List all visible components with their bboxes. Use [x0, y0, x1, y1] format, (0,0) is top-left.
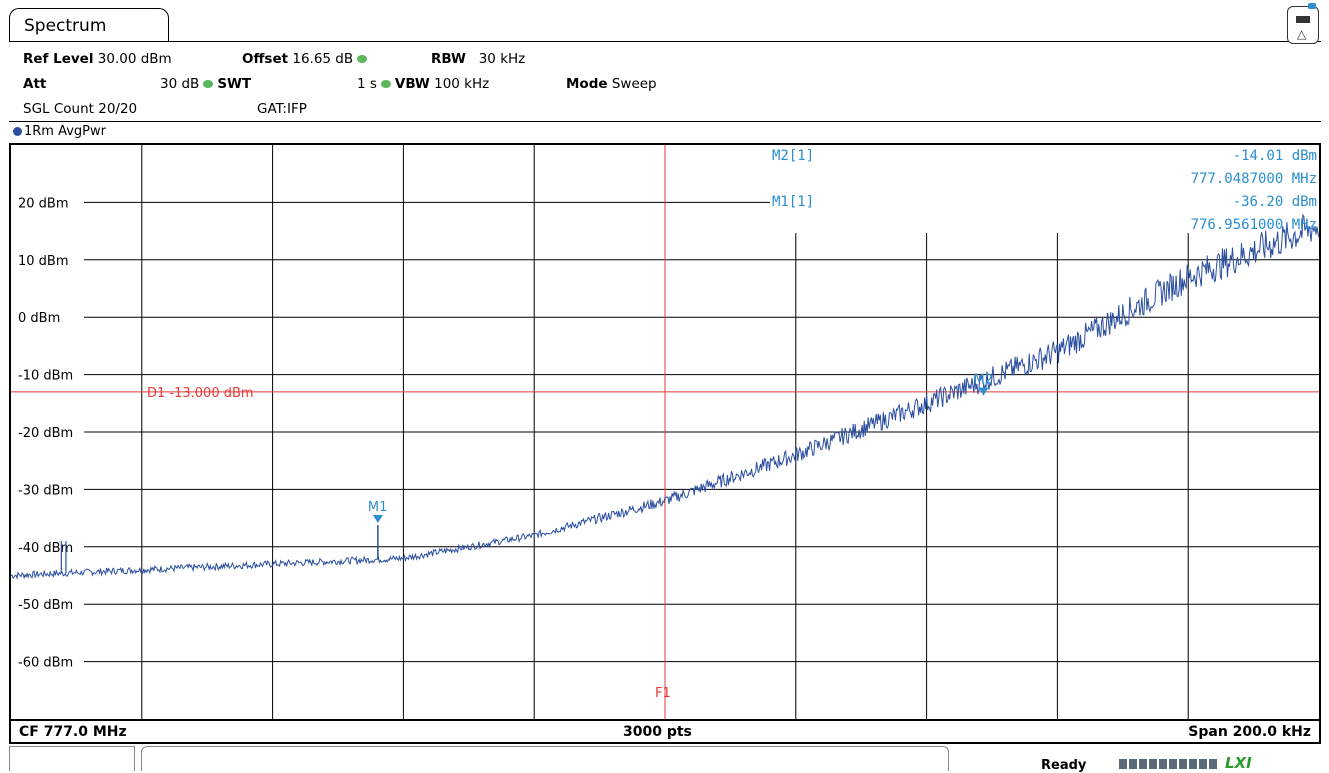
- y-tick-label: -10 dBm: [18, 369, 73, 384]
- y-tick-label: 20 dBm: [18, 196, 69, 211]
- mode-setting: Mode Sweep: [566, 76, 657, 92]
- tab-divider: [9, 41, 1321, 42]
- y-axis-ticks: 20 dBm 10 dBm 0 dBm -10 dBm -20 dBm -30 dBm -4…: [18, 196, 73, 670]
- battery-icon: [1296, 16, 1310, 23]
- m2-label: M2[1]: [772, 148, 814, 164]
- m2-tag: M2: [973, 373, 993, 388]
- triangle-icon: △: [1297, 27, 1307, 41]
- y-tick-label: 0 dBm: [18, 311, 60, 326]
- sgl-count: SGL Count 20/20: [23, 101, 138, 117]
- swt-value: 1 s VBW 100 kHz: [357, 76, 490, 92]
- status-field-1[interactable]: [9, 746, 135, 771]
- m2-frequency: 777.0487000 MHz: [1191, 171, 1317, 187]
- grid: [84, 145, 1319, 719]
- status-message-field[interactable]: [141, 746, 949, 771]
- m2-level: -14.01 dBm: [1233, 148, 1317, 164]
- m1-tag: M1: [368, 500, 388, 515]
- trace-label: 1Rm AvgPwr: [9, 121, 1321, 143]
- gate-status: GAT:IFP: [257, 101, 307, 117]
- m1-marker-icon[interactable]: [372, 514, 383, 523]
- rbw-setting: RBW 30 kHz: [431, 51, 526, 67]
- plot-footer: CF 777.0 MHz 3000 pts Span 200.0 kHz: [9, 721, 1321, 744]
- window-layout-icon[interactable]: △: [1287, 3, 1319, 44]
- status-bar: Ready LXI: [9, 746, 1321, 773]
- m1-frequency: 776.9561000 MHz: [1191, 217, 1317, 233]
- m1-label: M1[1]: [772, 194, 814, 210]
- display-line-label: D1 -13.000 dBm: [147, 386, 254, 401]
- y-tick-label: -40 dBm: [18, 541, 73, 556]
- tab-spectrum[interactable]: Spectrum: [9, 8, 169, 42]
- m1-level: -36.20 dBm: [1233, 194, 1317, 210]
- marker-readout: M2[1] -14.01 dBm 777.0487000 MHz M1[1] -…: [772, 148, 1317, 233]
- indicator-icon: [1308, 3, 1316, 9]
- frequency-span: Span 200.0 kHz: [1188, 724, 1311, 740]
- status-indicator-bars: [1119, 759, 1219, 769]
- coupled-indicator-icon: [357, 55, 368, 63]
- offset-setting: Offset 16.65 dB: [242, 51, 371, 67]
- ref-level-setting: Ref Level 30.00 dBm: [23, 51, 172, 67]
- coupled-indicator-icon: [380, 80, 391, 88]
- trace-line: [10, 213, 1320, 581]
- status-ready: Ready: [1041, 758, 1087, 773]
- att-setting: Att: [23, 76, 47, 92]
- spur-lines: [60, 541, 67, 574]
- y-tick-label: -20 dBm: [18, 426, 73, 441]
- center-frequency: CF 777.0 MHz: [19, 724, 127, 740]
- sweep-points: 3000 pts: [623, 724, 692, 740]
- marker-points: M1 M2: [368, 373, 993, 560]
- trace-color-icon: [13, 127, 22, 136]
- plot-area[interactable]: [9, 143, 1321, 721]
- y-tick-label: 10 dBm: [18, 254, 69, 269]
- lxi-logo: LXI: [1225, 754, 1252, 772]
- frequency-line-label: F1: [655, 686, 671, 701]
- att-value: 30 dB SWT: [160, 76, 252, 92]
- tab-label: Spectrum: [24, 16, 107, 36]
- y-tick-label: -30 dBm: [18, 483, 73, 498]
- y-tick-label: -60 dBm: [18, 656, 73, 671]
- m2-marker-icon[interactable]: [978, 387, 989, 396]
- coupled-indicator-icon: [203, 80, 214, 88]
- y-tick-label: -50 dBm: [18, 598, 73, 613]
